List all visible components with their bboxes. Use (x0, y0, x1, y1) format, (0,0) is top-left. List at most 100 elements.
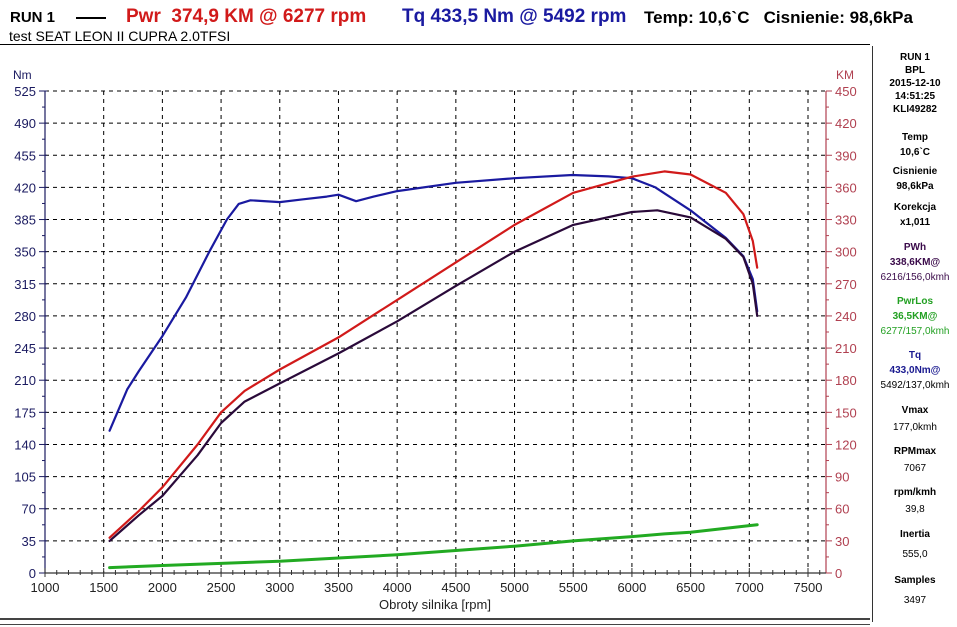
dyno-chart: Nm 0 35 70 105 140 175 210 245 280 315 350 385 420 455… (0, 46, 870, 618)
pwh-detail: 6216/156,0kmh (880, 272, 950, 283)
x-tick-label: 3500 (324, 580, 353, 595)
chart-subtitle: test SEAT LEON II CUPRA 2.0TFSI (9, 28, 231, 44)
right-tick-label: 360 (835, 180, 857, 195)
rpmmax-label: RPMmax (893, 446, 937, 457)
right-tick-label: 60 (835, 502, 849, 517)
temp-block: Temp 10,6`C (873, 130, 957, 160)
pressure-block: Cisnienie 98,6kPa (873, 164, 957, 194)
pwrlos-detail: 6277/157,0kmh (880, 326, 950, 337)
right-tick-label: 300 (835, 245, 857, 260)
pwrlos-label: PwrLos (896, 296, 934, 307)
temp-label: Temp (902, 132, 928, 143)
header: RUN 1 Pwr 374,9 KM @ 6277 rpm Tq 433,5 N… (0, 0, 957, 46)
rpmkmh-label: rpm/kmh (893, 487, 937, 498)
left-tick-label: 245 (14, 341, 36, 356)
x-tick-label: 1000 (31, 580, 60, 595)
pwh-value: 338,6KM@ (889, 257, 941, 268)
right-tick-label: 420 (835, 116, 857, 131)
pwrlos-value: 36,5KM@ (892, 311, 938, 322)
left-tick-label: 280 (14, 309, 36, 324)
left-tick-label: 210 (14, 373, 36, 388)
power-summary: Pwr 374,9 KM @ 6277 rpm (126, 6, 367, 27)
tq-detail: 5492/137,0kmh (880, 380, 950, 391)
pwrlos-block: PwrLos 36,5KM@ 6277/157,0kmh (873, 294, 957, 339)
engine-code: BPL (905, 65, 925, 76)
power-curve (108, 170, 759, 539)
x-axis-title: Obroty silnika [rpm] (379, 597, 491, 612)
left-tick-label: 350 (14, 245, 36, 260)
right-tick-label: 120 (835, 437, 857, 452)
inertia-value: 555,0 (902, 549, 928, 560)
correction-label: Korekcja (893, 202, 937, 213)
left-tick-label: 0 (29, 566, 36, 581)
right-axis-unit: KM (836, 68, 854, 82)
samples-block: Samples 3497 (873, 571, 957, 611)
left-tick-label: 385 (14, 213, 36, 228)
x-tick-label: 2500 (207, 580, 236, 595)
run-id: RUN 1 (899, 52, 930, 63)
torque-curve (108, 173, 759, 432)
left-tick-label: 35 (22, 534, 36, 549)
x-tick-label: 2000 (148, 580, 177, 595)
info-sidebar: RUN 1 BPL 2015-12-10 14:51:25 KLI49282 T… (872, 46, 957, 622)
vmax-value: 177,0kmh (893, 422, 937, 433)
left-tick-label: 140 (14, 437, 36, 452)
legend-line (76, 17, 106, 19)
pwh-label: PWh (903, 242, 927, 253)
x-tick-label: 7500 (794, 580, 823, 595)
x-tick-label: 6000 (617, 580, 646, 595)
samples-value: 3497 (903, 595, 927, 606)
correction-block: Korekcja x1,011 (873, 200, 957, 230)
pressure-value: 98,6kPa (896, 181, 934, 192)
run-label: RUN 1 (10, 9, 56, 26)
x-tick-label: 3000 (265, 580, 294, 595)
x-tick-label: 5500 (559, 580, 588, 595)
x-tick-label: 4000 (383, 580, 412, 595)
vmax-block: Vmax 177,0kmh (873, 402, 957, 436)
tq-label: Tq (908, 350, 922, 361)
left-tick-label: 70 (22, 502, 36, 517)
left-axis-unit: Nm (13, 68, 32, 82)
correction-value: x1,011 (899, 217, 931, 228)
left-tick-label: 315 (14, 277, 36, 292)
right-tick-label: 240 (835, 309, 857, 324)
rpmmax-block: RPMmax 7067 (873, 443, 957, 477)
right-tick-label: 90 (835, 470, 849, 485)
left-tick-label: 105 (14, 470, 36, 485)
pwh-block: PWh 338,6KM@ 6216/156,0kmh (873, 240, 957, 285)
environment-summary: Temp: 10,6`C Cisnienie: 98,6kPa (644, 8, 913, 27)
right-tick-label: 0 (835, 566, 842, 581)
pressure-label: Cisnienie (892, 166, 938, 177)
right-tick-label: 390 (835, 148, 857, 163)
temp-value: 10,6`C (899, 147, 930, 158)
right-tick-label: 210 (835, 341, 857, 356)
tq-block: Tq 433,0Nm@ 5492/137,0kmh (873, 348, 957, 393)
run-time: 14:51:25 (894, 91, 936, 102)
left-tick-label: 175 (14, 405, 36, 420)
samples-label: Samples (894, 575, 936, 586)
vmax-label: Vmax (901, 405, 929, 416)
right-tick-label: 330 (835, 213, 857, 228)
header-divider (0, 44, 870, 45)
left-tick-label: 490 (14, 116, 36, 131)
inertia-label: Inertia (899, 529, 930, 540)
x-tick-label: 4500 (441, 580, 470, 595)
rpmkmh-value: 39,8 (905, 504, 925, 515)
inertia-block: Inertia 555,0 (873, 525, 957, 565)
right-tick-label: 180 (835, 373, 857, 388)
chart-svg: Nm 0 35 70 105 140 175 210 245 280 315 350 385 420 455… (13, 68, 857, 612)
run-info-block: RUN 1 BPL 2015-12-10 14:51:25 KLI49282 (873, 51, 957, 116)
right-tick-label: 270 (835, 277, 857, 292)
tq-value: 433,0Nm@ (889, 365, 941, 376)
x-tick-label: 5000 (500, 580, 529, 595)
bottom-divider (0, 618, 870, 625)
x-tick-label: 7000 (735, 580, 764, 595)
run-date: 2015-12-10 (889, 78, 941, 89)
torque-summary: Tq 433,5 Nm @ 5492 rpm (402, 6, 627, 27)
left-tick-label: 455 (14, 148, 36, 163)
right-tick-label: 30 (835, 534, 849, 549)
x-tick-label: 1500 (89, 580, 118, 595)
vehicle-id: KLI49282 (893, 104, 937, 115)
x-tick-label: 6500 (676, 580, 705, 595)
rpmkmh-block: rpm/kmh 39,8 (873, 484, 957, 518)
